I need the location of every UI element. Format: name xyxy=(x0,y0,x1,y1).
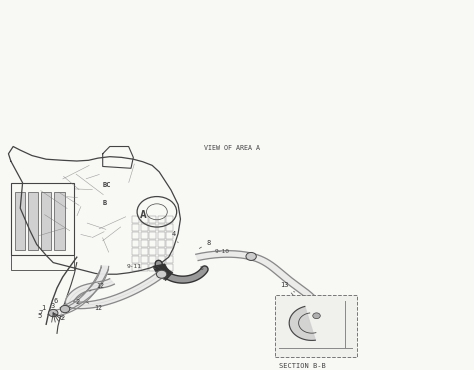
Bar xyxy=(149,264,156,270)
Bar xyxy=(158,216,165,223)
Bar xyxy=(141,224,148,231)
Text: 10-9-8: 10-9-8 xyxy=(293,292,323,300)
Bar xyxy=(149,232,156,239)
Text: 6: 6 xyxy=(54,298,63,307)
Bar xyxy=(28,192,38,250)
Bar xyxy=(141,232,148,239)
Circle shape xyxy=(60,305,70,313)
Bar xyxy=(149,248,156,255)
Text: 2: 2 xyxy=(331,307,345,316)
Text: 13: 13 xyxy=(280,282,294,296)
Bar xyxy=(275,295,357,357)
Text: 1: 1 xyxy=(41,305,51,312)
Bar xyxy=(149,240,156,247)
Text: 8: 8 xyxy=(199,240,211,248)
Bar xyxy=(15,192,25,250)
Bar xyxy=(54,192,64,250)
Text: 5: 5 xyxy=(38,313,51,319)
Bar xyxy=(141,216,148,223)
Bar xyxy=(141,256,148,263)
Bar xyxy=(158,240,165,247)
Bar xyxy=(166,216,173,223)
Text: VIEW OF AREA A: VIEW OF AREA A xyxy=(204,145,260,151)
Bar xyxy=(141,264,148,270)
Circle shape xyxy=(246,252,256,260)
Text: 7: 7 xyxy=(38,310,50,316)
Text: SECTION B-B: SECTION B-B xyxy=(279,363,326,369)
Text: 2: 2 xyxy=(54,312,65,321)
Text: 3: 3 xyxy=(50,303,61,309)
Text: 9-10: 9-10 xyxy=(214,249,229,254)
Bar xyxy=(132,264,139,270)
Bar xyxy=(11,183,74,255)
Text: 12: 12 xyxy=(86,302,102,311)
Circle shape xyxy=(313,313,320,319)
Bar xyxy=(141,240,148,247)
Circle shape xyxy=(156,270,167,278)
Text: 2: 2 xyxy=(329,329,343,336)
Bar xyxy=(132,232,139,239)
Bar xyxy=(149,256,156,263)
Polygon shape xyxy=(53,267,109,316)
Text: A: A xyxy=(139,211,146,221)
Polygon shape xyxy=(63,266,109,311)
Bar xyxy=(11,255,74,270)
Text: B: B xyxy=(103,200,107,206)
Bar xyxy=(132,240,139,247)
Bar xyxy=(132,224,139,231)
Bar xyxy=(158,264,165,270)
Bar xyxy=(141,248,148,255)
Bar xyxy=(132,256,139,263)
Text: 9-11: 9-11 xyxy=(126,264,141,269)
Bar xyxy=(166,264,173,270)
Bar xyxy=(158,256,165,263)
Polygon shape xyxy=(65,272,164,309)
Bar xyxy=(166,256,173,263)
Bar xyxy=(166,248,173,255)
Polygon shape xyxy=(303,312,341,335)
Bar xyxy=(158,224,165,231)
Text: 2: 2 xyxy=(70,299,80,308)
Text: BC: BC xyxy=(103,182,111,188)
Bar xyxy=(158,232,165,239)
Circle shape xyxy=(48,309,58,317)
Bar xyxy=(149,224,156,231)
Bar xyxy=(158,248,165,255)
Bar xyxy=(166,224,173,231)
Bar xyxy=(132,216,139,223)
Bar xyxy=(166,240,173,247)
Bar xyxy=(41,192,51,250)
Circle shape xyxy=(301,317,312,325)
Text: 8: 8 xyxy=(199,266,203,270)
Polygon shape xyxy=(196,251,322,326)
Bar xyxy=(132,248,139,255)
Polygon shape xyxy=(289,306,315,340)
Bar xyxy=(166,232,173,239)
Text: 12: 12 xyxy=(90,283,104,291)
Text: 4: 4 xyxy=(171,231,178,243)
Bar xyxy=(149,216,156,223)
